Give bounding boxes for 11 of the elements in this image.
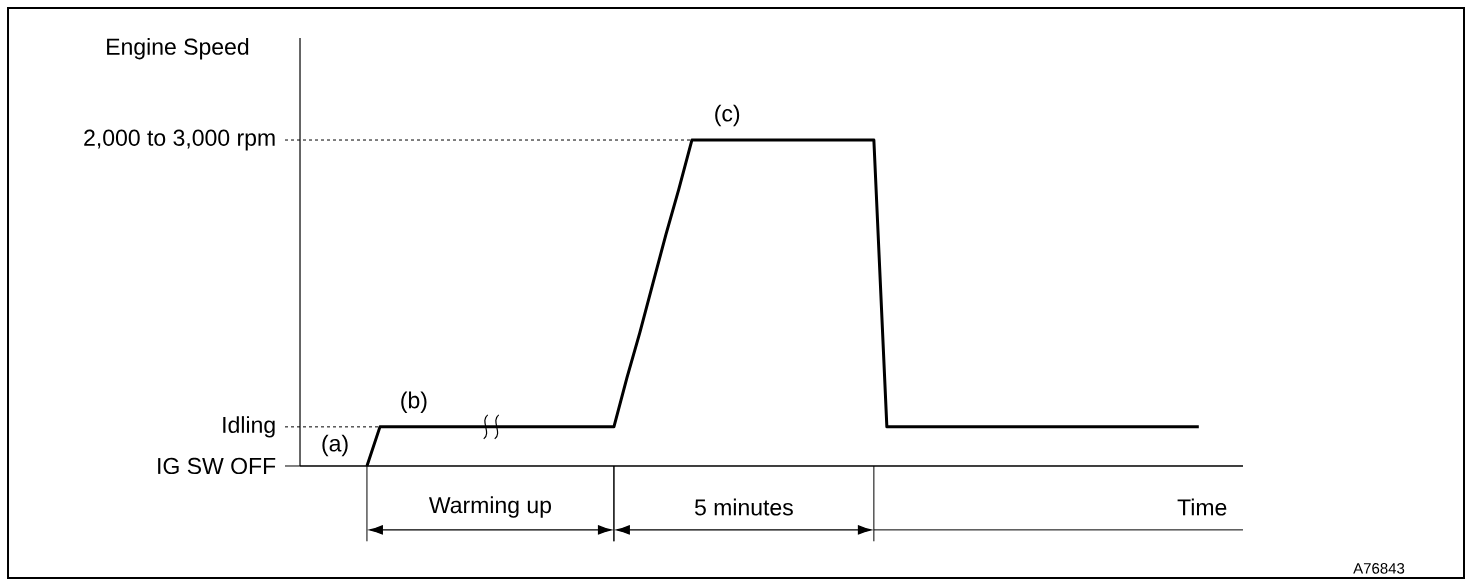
- x-axis-title: Time: [1177, 498, 1227, 516]
- ref-line-label: Idling: [223, 416, 275, 438]
- annotation: (b): [401, 391, 427, 414]
- text: Warming up: [428, 496, 551, 518]
- ref-line-label: 2,000 to 3,000 rpm: [84, 129, 275, 151]
- text: A76843: [1353, 563, 1405, 574]
- text: (c): [715, 104, 740, 127]
- text: Engine Speed: [107, 37, 249, 60]
- text: (a): [322, 434, 348, 457]
- ref-line-label: IG SW OFF: [158, 457, 276, 475]
- text: 5 minutes: [694, 498, 793, 516]
